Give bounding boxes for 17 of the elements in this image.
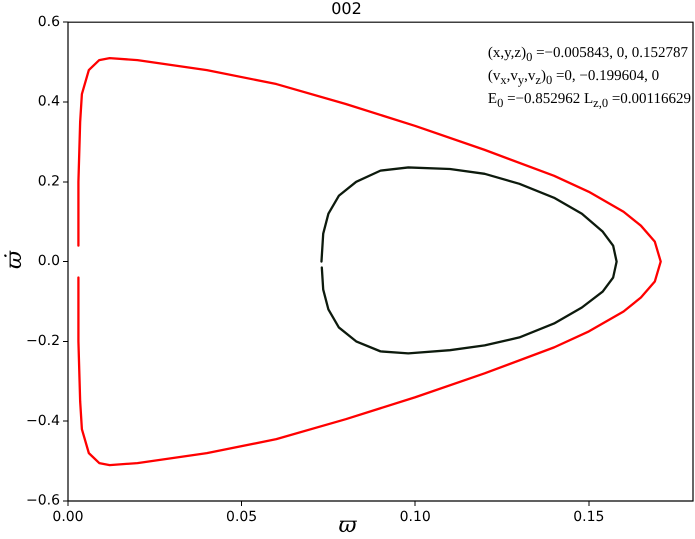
chart-title: 002	[331, 0, 362, 18]
annotation: E$_{0}$ =−0.852962 L$_{z,0}$ =0.00116629	[488, 90, 691, 112]
y-tick-label: −0.6	[26, 492, 60, 509]
annotation: (x,y,z)$_{0}$ =−0.005843, 0, 0.152787	[488, 44, 689, 66]
x-tick-label: 0.00	[52, 509, 84, 526]
x-axis-title: ϖ	[338, 513, 356, 538]
x-tick-label: 0.05	[226, 509, 258, 526]
y-tick-label: −0.2	[26, 333, 60, 350]
y-tick-label: −0.4	[26, 412, 60, 429]
y-axis-title: ϖ̇	[2, 250, 27, 271]
y-tick-label: 0.4	[38, 94, 60, 110]
y-tick-label: 0.2	[38, 173, 60, 190]
y-tick-label: 0.0	[38, 253, 60, 270]
text: (v$_{x}$,v$_{y}$,v$_{z}$)$_{0}$ =0, −0.199604, 0	[488, 68, 660, 87]
y-tick-label: 0.6	[38, 14, 60, 30]
x-tick-label: 0.15	[573, 509, 604, 526]
x-tick-label: 0.10	[400, 509, 431, 526]
